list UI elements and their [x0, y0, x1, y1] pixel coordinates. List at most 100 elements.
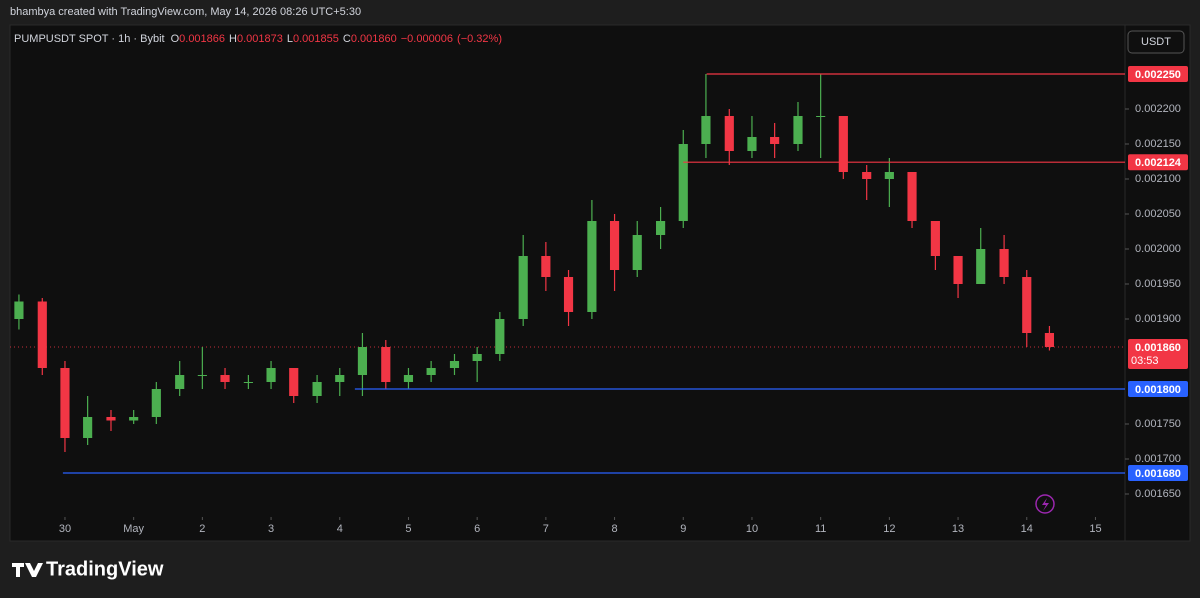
candle-body — [37, 301, 47, 368]
candle-body — [747, 137, 757, 151]
y-tick-label: 0.001700 — [1135, 453, 1181, 465]
x-tick-label: 12 — [883, 523, 895, 535]
y-tick-label: 0.001750 — [1135, 418, 1181, 430]
price-level-badge — [1128, 465, 1188, 481]
x-tick-label: 13 — [952, 523, 964, 535]
candle-body — [862, 172, 872, 179]
candle-body — [838, 116, 848, 172]
candle-body — [678, 144, 688, 221]
low-label: L — [287, 33, 293, 45]
x-tick-label: 15 — [1089, 523, 1101, 535]
candle-body — [151, 389, 161, 417]
x-tick-label: 2 — [199, 523, 205, 535]
credit: bhambya created with TradingView.com, Ma… — [10, 6, 361, 18]
currency-label[interactable]: USDT — [1141, 36, 1171, 48]
candle-body — [907, 172, 917, 221]
candle-body — [587, 221, 597, 312]
currency-button[interactable] — [1127, 30, 1185, 54]
candle-body — [609, 221, 620, 270]
candle-body — [403, 375, 414, 382]
y-tick-label: 0.002100 — [1135, 173, 1181, 185]
candle-body — [884, 172, 894, 179]
price-level-badge — [1128, 66, 1188, 82]
change-value: −0.000006 — [401, 33, 453, 45]
y-tick-label: 0.001950 — [1135, 278, 1181, 290]
x-tick-label: 6 — [474, 523, 480, 535]
candle-body — [449, 361, 460, 368]
candle-body — [953, 256, 963, 284]
alert-bolt — [1042, 498, 1049, 511]
x-tick-label: 14 — [1021, 523, 1033, 535]
candle-body — [518, 256, 528, 319]
candle-body — [83, 417, 93, 438]
y-tick-label: 0.001900 — [1135, 313, 1181, 325]
candle-body — [289, 368, 299, 396]
last-price-label: 0.001860 — [1135, 342, 1181, 354]
price-level-badge — [1128, 154, 1188, 171]
countdown: 03:53 — [1131, 355, 1159, 367]
chart-legend: PUMPUSDT SPOT · 1h · Bybit O0.001866 H0.00… — [14, 33, 502, 45]
y-tick-label: 0.002000 — [1135, 243, 1181, 255]
brand-logo — [12, 563, 43, 577]
y-tick-label: 0.002050 — [1135, 208, 1181, 220]
last-price-badge — [1128, 339, 1188, 369]
low-value: 0.001855 — [293, 33, 339, 45]
candle-body — [770, 137, 780, 144]
candle-body — [472, 354, 482, 361]
candle-body — [701, 116, 711, 144]
candle-body — [60, 368, 70, 438]
x-tick-label: 4 — [337, 523, 343, 535]
candle-body — [197, 375, 207, 376]
price-level-label: 0.002250 — [1135, 69, 1181, 81]
change-percent: (−0.32%) — [457, 33, 502, 45]
close-label: C — [343, 33, 351, 45]
candle-body — [381, 347, 391, 382]
candle-body — [999, 249, 1009, 277]
x-tick-label: May — [123, 523, 144, 535]
candle-body — [563, 277, 574, 312]
x-tick-label: 8 — [611, 523, 617, 535]
candle-body — [724, 116, 734, 151]
chart-panel — [9, 24, 1191, 542]
candle-body — [243, 382, 253, 383]
high-value: 0.001873 — [237, 33, 283, 45]
open-label: O — [171, 33, 180, 45]
candle-body — [106, 417, 116, 421]
candle-body — [14, 301, 24, 319]
x-tick-label: 5 — [405, 523, 411, 535]
candle-body — [1044, 333, 1055, 347]
candle-body — [266, 368, 276, 382]
y-tick-label: 0.002200 — [1135, 103, 1181, 115]
open-value: 0.001866 — [179, 33, 225, 45]
high-label: H — [229, 33, 237, 45]
symbol: PUMPUSDT SPOT · 1h · Bybit — [14, 33, 165, 45]
candle-body — [632, 235, 642, 270]
candle-body — [930, 221, 940, 256]
price-level-badge — [1128, 381, 1188, 397]
price-level-label: 0.001680 — [1135, 468, 1181, 480]
candle-body — [357, 347, 368, 375]
candle-body — [541, 256, 551, 277]
price-level-label: 0.002124 — [1135, 157, 1182, 169]
y-tick-label: 0.002150 — [1135, 138, 1181, 150]
x-tick-label: 30 — [59, 523, 71, 535]
candle-body — [816, 116, 826, 117]
candle-body — [976, 249, 986, 284]
x-tick-label: 11 — [815, 523, 826, 535]
y-tick-label: 0.001650 — [1135, 488, 1181, 500]
candle-body — [495, 319, 505, 354]
alert-icon[interactable] — [1035, 494, 1055, 514]
candle-body — [1022, 277, 1032, 333]
price-level-label: 0.001800 — [1135, 384, 1181, 396]
candle-body — [656, 221, 666, 235]
brand-name: TradingView — [46, 558, 164, 580]
candle-body — [426, 368, 436, 375]
candle-body — [220, 375, 230, 382]
close-value: 0.001860 — [351, 33, 397, 45]
candle-body — [793, 116, 803, 144]
x-tick-label: 9 — [680, 523, 686, 535]
candle-body — [335, 375, 345, 382]
candle-body — [129, 417, 139, 421]
x-tick-label: 7 — [543, 523, 549, 535]
